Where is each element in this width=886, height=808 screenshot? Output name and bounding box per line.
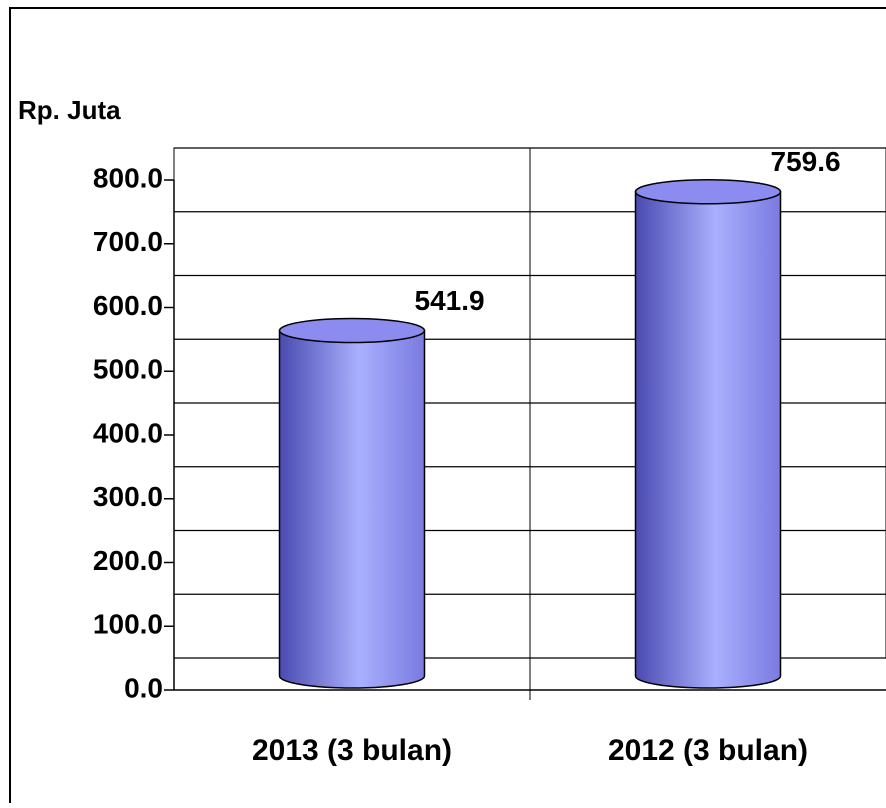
cylinder-body [634,191,782,689]
bar [634,179,782,689]
cylinder-body [278,329,426,689]
y-tick-label: 400.0 [93,417,163,448]
y-tick-label: 500.0 [93,354,163,385]
y-axis-label: Rp. Juta [18,95,121,125]
y-tick-label: 800.0 [93,162,163,193]
y-tick-label: 100.0 [93,609,163,640]
x-tick-label: 2012 (3 bulan) [608,734,808,767]
data-label: 541.9 [415,285,485,316]
y-tick-label: 0.0 [124,672,163,703]
y-tick-label: 200.0 [93,545,163,576]
y-tick-label: 300.0 [93,481,163,512]
data-label: 759.6 [771,146,841,177]
y-tick-label: 600.0 [93,290,163,321]
x-tick-label: 2013 (3 bulan) [252,734,452,767]
bar [278,317,426,689]
y-tick-label: 700.0 [93,226,163,257]
cylinder-cap [634,179,782,205]
cylinder-cap [278,317,426,344]
